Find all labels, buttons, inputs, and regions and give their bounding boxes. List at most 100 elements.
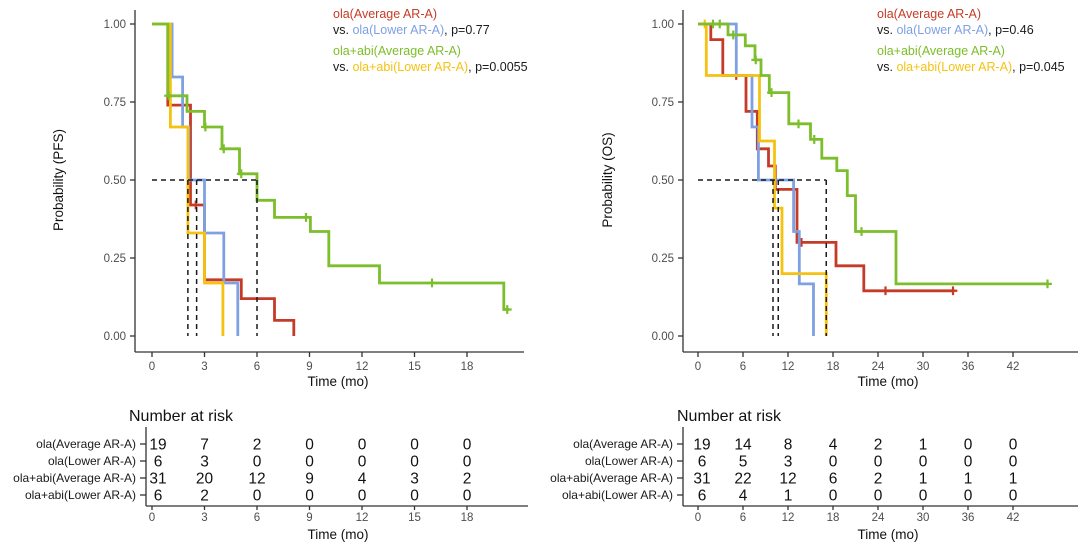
os-risk-count: 0 (964, 437, 973, 454)
pfs-censor-mark-green (427, 278, 437, 288)
os-censor-mark-green (809, 135, 819, 144)
pfs-risk-count: 0 (305, 437, 314, 454)
os-risk-x-tick-label: 18 (827, 512, 840, 524)
os-censor-mark-green (715, 19, 725, 29)
pfs-risk-count: 0 (410, 437, 419, 454)
os-y-tick-label: 0.00 (652, 331, 674, 343)
pfs-risk-x-tick-label: 15 (408, 512, 421, 524)
pfs-legend-line-1: ola(Average AR-A) (333, 6, 528, 22)
pfs-risk-count: 0 (253, 488, 262, 505)
os-risk-count: 0 (1009, 488, 1018, 505)
os-risk-count: 3 (784, 454, 793, 471)
pfs-risk-count: 6 (154, 454, 163, 471)
pfs-censor-mark-green (200, 122, 210, 132)
pfs-risk-x-axis-title: Time (mo) (308, 527, 369, 542)
os-risk-count: 0 (829, 488, 838, 505)
os-risk-x-tick-label: 36 (962, 512, 975, 524)
os-y-tick-label: 0.25 (652, 253, 674, 265)
os-y-tick-label: 1.00 (652, 19, 674, 31)
os-risk-count: 2 (874, 437, 883, 454)
pfs-x-tick-label: 12 (356, 361, 369, 373)
pfs-risk-count: 0 (253, 454, 262, 471)
os-x-tick-label: 30 (917, 361, 930, 373)
pfs-x-axis-title: Time (mo) (308, 374, 369, 389)
pfs-risk-count: 2 (253, 437, 262, 454)
pfs-legend-text: , p=0.77 (444, 23, 490, 37)
pfs-risk-count: 0 (358, 454, 367, 471)
pfs-curve-green (152, 22, 509, 311)
os-censor-mark-green (728, 30, 738, 40)
pfs-risk-count: 0 (358, 437, 367, 454)
pfs-censor-mark-red (191, 200, 201, 210)
os-x-tick-label: 42 (1007, 361, 1020, 373)
pfs-risk-row-label-green: ola+abi(Average AR-A) (13, 471, 136, 485)
os-risk-count: 0 (874, 488, 883, 505)
os-legend-text: , p=0.46 (988, 23, 1034, 37)
os-risk-count: 1 (919, 471, 928, 488)
os-risk-count: 19 (693, 437, 710, 454)
os-legend-text: vs. (877, 23, 897, 37)
os-risk-count: 0 (964, 454, 973, 471)
os-legend-series-blue: ola(Lower AR-A) (896, 23, 989, 37)
os-censor-mark-green (794, 119, 803, 129)
pfs-risk-x-tick-label: 0 (149, 512, 155, 524)
pfs-risk-count: 7 (200, 437, 209, 454)
os-legend: ola(Average AR-A) vs. ola(Lower AR-A), p=… (877, 6, 1065, 75)
pfs-risk-count: 9 (305, 471, 314, 488)
os-risk-count: 8 (784, 437, 793, 454)
pfs-risk-x-tick-label: 3 (201, 512, 207, 524)
os-risk-count: 0 (829, 454, 838, 471)
pfs-risk-count: 4 (358, 471, 367, 488)
pfs-censor-mark-green (502, 305, 512, 314)
os-y-axis-title: Probability (OS) (600, 132, 615, 227)
os-risk-count: 1 (964, 471, 973, 488)
pfs-risk-x-tick-label: 12 (356, 512, 369, 524)
pfs-risk-count: 31 (149, 471, 166, 488)
os-legend-text: , p=0.045 (1012, 60, 1065, 74)
os-legend-series-red: ola(Average AR-A) (877, 7, 981, 21)
pfs-legend-series-red: ola(Average AR-A) (333, 7, 437, 21)
os-legend-line-1: ola(Average AR-A) (877, 6, 1065, 22)
pfs-y-tick-label: 1.00 (104, 19, 126, 31)
os-risk-count: 1 (1009, 471, 1018, 488)
pfs-censor-mark-green (219, 144, 229, 154)
pfs-risk-count: 2 (463, 471, 472, 488)
pfs-curve-yellow (152, 22, 225, 336)
os-risk-count: 4 (829, 437, 838, 454)
os-risk-x-tick-label: 12 (782, 512, 795, 524)
os-risk-x-tick-label: 0 (695, 512, 701, 524)
os-censor-mark-red (881, 286, 890, 296)
os-curve-red (698, 22, 955, 293)
pfs-risk-title: Number at risk (129, 408, 234, 425)
os-risk-count: 0 (1009, 437, 1018, 454)
pfs-risk-count: 0 (463, 454, 472, 471)
os-risk-count: 4 (739, 488, 748, 505)
pfs-risk-count: 12 (248, 471, 265, 488)
pfs-risk-count: 0 (305, 488, 314, 505)
pfs-censor-mark-green (164, 91, 174, 101)
os-risk-count: 6 (829, 471, 838, 488)
os-risk-row-label-red: ola(Average AR-A) (573, 437, 673, 451)
pfs-risk-count: 0 (410, 488, 419, 505)
pfs-y-tick-label: 0.00 (104, 331, 126, 343)
os-risk-count: 0 (964, 488, 973, 505)
os-risk-x-tick-label: 42 (1007, 512, 1020, 524)
os-x-tick-label: 36 (962, 361, 975, 373)
os-x-tick-label: 12 (782, 361, 795, 373)
os-censor-mark-green (767, 88, 776, 98)
pfs-y-tick-label: 0.75 (104, 97, 126, 109)
os-legend-line-3: ola+abi(Average AR-A) (877, 43, 1065, 59)
pfs-x-tick-label: 15 (408, 361, 421, 373)
pfs-legend: ola(Average AR-A) vs. ola(Lower AR-A), p=… (333, 6, 528, 75)
os-risk-row-label-blue: ola(Lower AR-A) (585, 454, 673, 468)
pfs-x-tick-label: 0 (149, 361, 155, 373)
pfs-legend-line-3: ola+abi(Average AR-A) (333, 43, 528, 59)
pfs-y-tick-label: 0.50 (104, 175, 126, 187)
os-legend-text: vs. (877, 60, 897, 74)
os-risk-count: 0 (919, 488, 928, 505)
pfs-x-tick-label: 3 (201, 361, 207, 373)
pfs-x-tick-label: 18 (461, 361, 474, 373)
